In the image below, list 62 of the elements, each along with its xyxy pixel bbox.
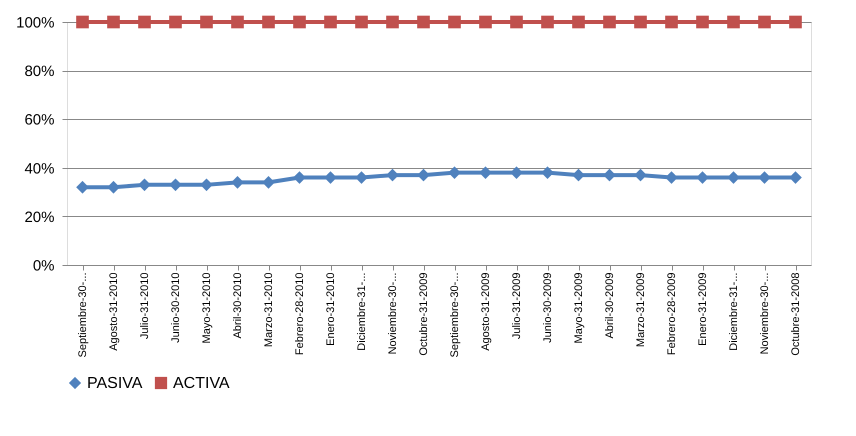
y-tick-label: 0% <box>32 258 54 274</box>
point <box>262 16 275 28</box>
legend-label: ACTIVA <box>173 375 230 392</box>
y-tick-label: 80% <box>24 63 54 80</box>
x-tick-label: Marzo-31-2009 <box>635 272 647 348</box>
x-tick-label: Noviembre-30-... <box>387 272 399 354</box>
x-tick-label: Septiembre-30-... <box>77 272 89 358</box>
point <box>169 178 182 192</box>
point <box>76 180 89 194</box>
point <box>138 16 151 28</box>
x-tick-label: Agosto-31-2010 <box>108 272 120 351</box>
x-tick-label: Mayo-31-2009 <box>573 272 585 344</box>
y-tick-label: 100% <box>16 14 54 32</box>
point <box>324 16 337 28</box>
point <box>417 16 430 28</box>
x-tick-label: Mayo-31-2010 <box>201 272 213 344</box>
x-tick-label: Abril-30-2010 <box>232 272 244 339</box>
x-tick-label: Noviembre-30-... <box>759 272 771 354</box>
point <box>107 16 120 28</box>
point <box>448 16 461 28</box>
point <box>758 16 771 28</box>
x-tick-label: Diciembre-31-... <box>728 272 740 351</box>
point <box>386 16 399 28</box>
x-tick-label: Octubre-31-2008 <box>790 272 802 356</box>
x-tick-label: Enero-31-2010 <box>325 272 337 346</box>
point <box>696 16 709 28</box>
x-tick-label: Junio-30-2010 <box>170 272 182 343</box>
x-tick-label: Septiembre-30-... <box>449 272 461 358</box>
point <box>76 16 89 28</box>
x-tick-label: Octubre-31-2009 <box>418 272 430 356</box>
x-tick-label: Agosto-31-2009 <box>480 272 492 351</box>
point <box>789 16 802 28</box>
point <box>727 16 740 28</box>
point <box>107 180 120 194</box>
x-tick-label: Marzo-31-2010 <box>263 272 275 348</box>
x-tick-label: Julio-31-2010 <box>139 272 151 340</box>
legend-label: PASIVA <box>87 375 143 392</box>
point <box>169 16 182 28</box>
point <box>541 16 554 28</box>
y-tick-label: 20% <box>24 208 54 226</box>
x-tick-label: Febrero-28-2009 <box>666 272 678 356</box>
x-tick-label: Junio-30-2009 <box>542 272 554 343</box>
point <box>231 16 244 28</box>
x-tick-label: Julio-31-2009 <box>511 272 523 340</box>
point <box>665 16 678 28</box>
point <box>200 16 213 28</box>
x-tick-label: Enero-31-2009 <box>697 272 709 346</box>
point <box>200 178 213 192</box>
point <box>572 16 585 28</box>
x-tick-label: Diciembre-31-... <box>356 272 368 351</box>
point <box>138 178 151 192</box>
point <box>355 16 368 28</box>
x-tick-label: Abril-30-2009 <box>604 272 616 339</box>
y-tick-label: 60% <box>24 112 54 129</box>
point <box>293 16 306 28</box>
y-tick-label: 40% <box>24 160 54 178</box>
point <box>634 16 647 28</box>
point <box>603 16 616 28</box>
point <box>510 16 523 28</box>
point <box>479 16 492 28</box>
x-tick-label: Febrero-28-2010 <box>294 272 306 356</box>
point <box>634 168 647 182</box>
